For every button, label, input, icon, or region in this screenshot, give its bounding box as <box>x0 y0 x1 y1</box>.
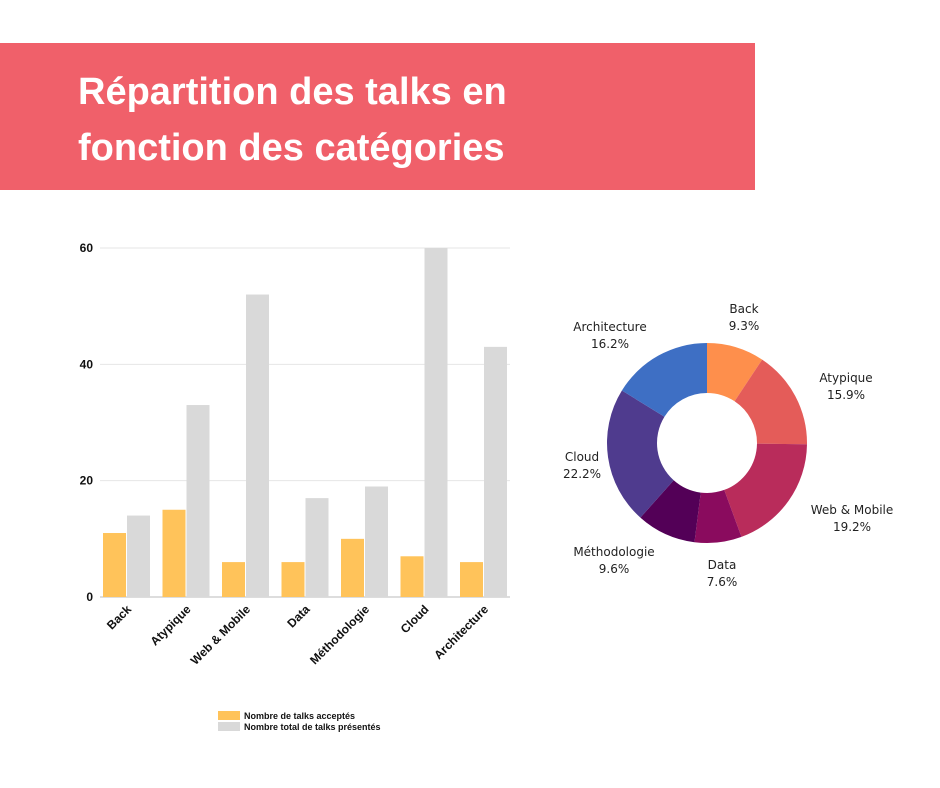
x-tick-label: Méthodologie <box>307 602 372 667</box>
x-tick-label: Architecture <box>431 602 491 662</box>
bar-accepted <box>162 509 186 597</box>
slice-label: Atypique <box>819 371 872 385</box>
slice-label: Web & Mobile <box>811 503 894 517</box>
bar-total <box>186 405 210 597</box>
bar-total <box>246 294 269 597</box>
legend-swatch <box>218 722 240 731</box>
title-banner <box>0 43 755 190</box>
bar-total <box>365 486 388 597</box>
donut-slice <box>640 480 701 543</box>
bar-accepted <box>281 562 305 597</box>
x-tick-label: Cloud <box>398 602 432 636</box>
slice-label: Architecture <box>573 320 646 334</box>
donut-slice <box>724 443 807 537</box>
slice-percent: 15.9% <box>827 388 865 402</box>
slice-label: Cloud <box>565 450 599 464</box>
x-tick-label: Atypique <box>147 602 193 648</box>
bar-accepted <box>222 562 245 597</box>
slice-percent: 19.2% <box>833 520 871 534</box>
bar-accepted <box>460 562 483 597</box>
bar-total <box>424 248 448 597</box>
legend-label: Nombre total de talks présentés <box>244 722 381 732</box>
slice-percent: 22.2% <box>563 467 601 481</box>
donut-slice <box>621 342 707 417</box>
slice-percent: 7.6% <box>707 575 738 589</box>
bar-accepted <box>103 533 126 597</box>
slice-label: Back <box>729 302 758 316</box>
bar-accepted <box>400 556 424 597</box>
slice-percent: 16.2% <box>591 337 629 351</box>
donut-slice <box>707 343 763 402</box>
y-tick-label: 0 <box>86 590 93 604</box>
slice-label: Méthodologie <box>573 545 654 559</box>
bar-accepted <box>341 538 364 597</box>
slice-percent: 9.3% <box>729 319 760 333</box>
x-tick-label: Data <box>284 602 313 631</box>
y-tick-label: 60 <box>80 241 94 255</box>
y-tick-label: 20 <box>80 474 94 488</box>
slice-label: Data <box>708 558 737 572</box>
page-title: Répartition des talks en fonction des ca… <box>78 71 507 169</box>
x-tick-label: Back <box>104 602 134 632</box>
legend-label: Nombre de talks acceptés <box>244 711 355 721</box>
donut-slice <box>694 489 742 543</box>
x-tick-label: Web & Mobile <box>188 602 254 668</box>
slice-percent: 9.6% <box>599 562 630 576</box>
donut-slice <box>607 390 674 518</box>
y-tick-label: 40 <box>80 357 94 371</box>
donut-slice <box>734 359 807 445</box>
bar-total <box>127 515 150 597</box>
bar-total <box>305 498 329 597</box>
bar-total <box>484 346 507 597</box>
legend-swatch <box>218 711 240 720</box>
